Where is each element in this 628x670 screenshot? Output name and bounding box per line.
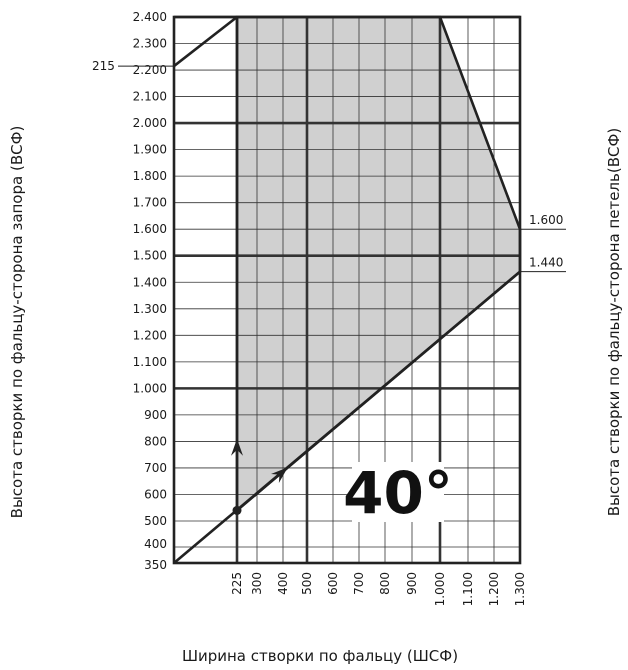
- y-tick-label: 2.200: [133, 63, 167, 77]
- angle-label-background: [352, 462, 444, 522]
- x-tick-label: 1.000: [433, 572, 447, 606]
- upper-diagonal-line: [173, 15, 238, 68]
- start-point-marker: [232, 505, 242, 515]
- x-tick-label: 900: [405, 572, 419, 595]
- x-tick-label: 700: [352, 572, 366, 595]
- y-tick-label: 1.100: [133, 355, 167, 369]
- y-tick-label: 350: [144, 558, 167, 572]
- x-tick-label: 300: [250, 572, 264, 595]
- y-tick-label: 800: [144, 434, 167, 448]
- y-tick-label: 1.000: [133, 381, 167, 395]
- y-tick-label: 1.500: [133, 249, 167, 263]
- vertical-arrow-head: [231, 438, 243, 456]
- lower-diagonal-line: [173, 270, 521, 564]
- x-tick-label: 1.200: [487, 572, 501, 606]
- x-axis-title: Ширина створки по фальцу (ШСФ): [182, 647, 458, 665]
- annotation-215-label: 215: [92, 59, 115, 73]
- y-tick-label: 1.400: [133, 275, 167, 289]
- y-axis-right-title: Высота створки по фальцу-сторона петель(…: [605, 128, 623, 517]
- y-tick-label: 2.300: [133, 37, 167, 51]
- y-axis-left-title: Высота створки по фальцу-сторона запора …: [8, 126, 26, 519]
- y-tick-label: 1.600: [133, 222, 167, 236]
- annotation-1600-label: 1.600: [529, 213, 563, 227]
- y-tick-label: 1.300: [133, 302, 167, 316]
- y-tick-label: 2.000: [133, 116, 167, 130]
- region-outline: [235, 15, 522, 514]
- y-tick-label: 1.700: [133, 196, 167, 210]
- x-tick-label: 1.300: [513, 572, 527, 606]
- annotation-1440-label: 1.440: [529, 256, 563, 270]
- y-tick-label: 1.800: [133, 169, 167, 183]
- x-tick-label: 225: [230, 572, 244, 595]
- diagonal-arrow-head: [271, 467, 288, 484]
- y-tick-label: 500: [144, 514, 167, 528]
- x-tick-label: 800: [378, 572, 392, 595]
- y-tick-label: 2.100: [133, 90, 167, 104]
- y-tick-label: 700: [144, 461, 167, 475]
- y-tick-label: 1.900: [133, 143, 167, 157]
- y-tick-label: 600: [144, 487, 167, 501]
- x-tick-label: 500: [300, 572, 314, 595]
- x-tick-label: 600: [326, 572, 340, 595]
- y-tick-label: 400: [144, 537, 167, 551]
- x-tick-label: 400: [276, 572, 290, 595]
- x-tick-label: 1.100: [461, 572, 475, 606]
- y-tick-label: 1.200: [133, 328, 167, 342]
- y-tick-label: 900: [144, 408, 167, 422]
- opening-angle-label: 40°: [343, 459, 453, 527]
- y-tick-label: 2.400: [133, 10, 167, 24]
